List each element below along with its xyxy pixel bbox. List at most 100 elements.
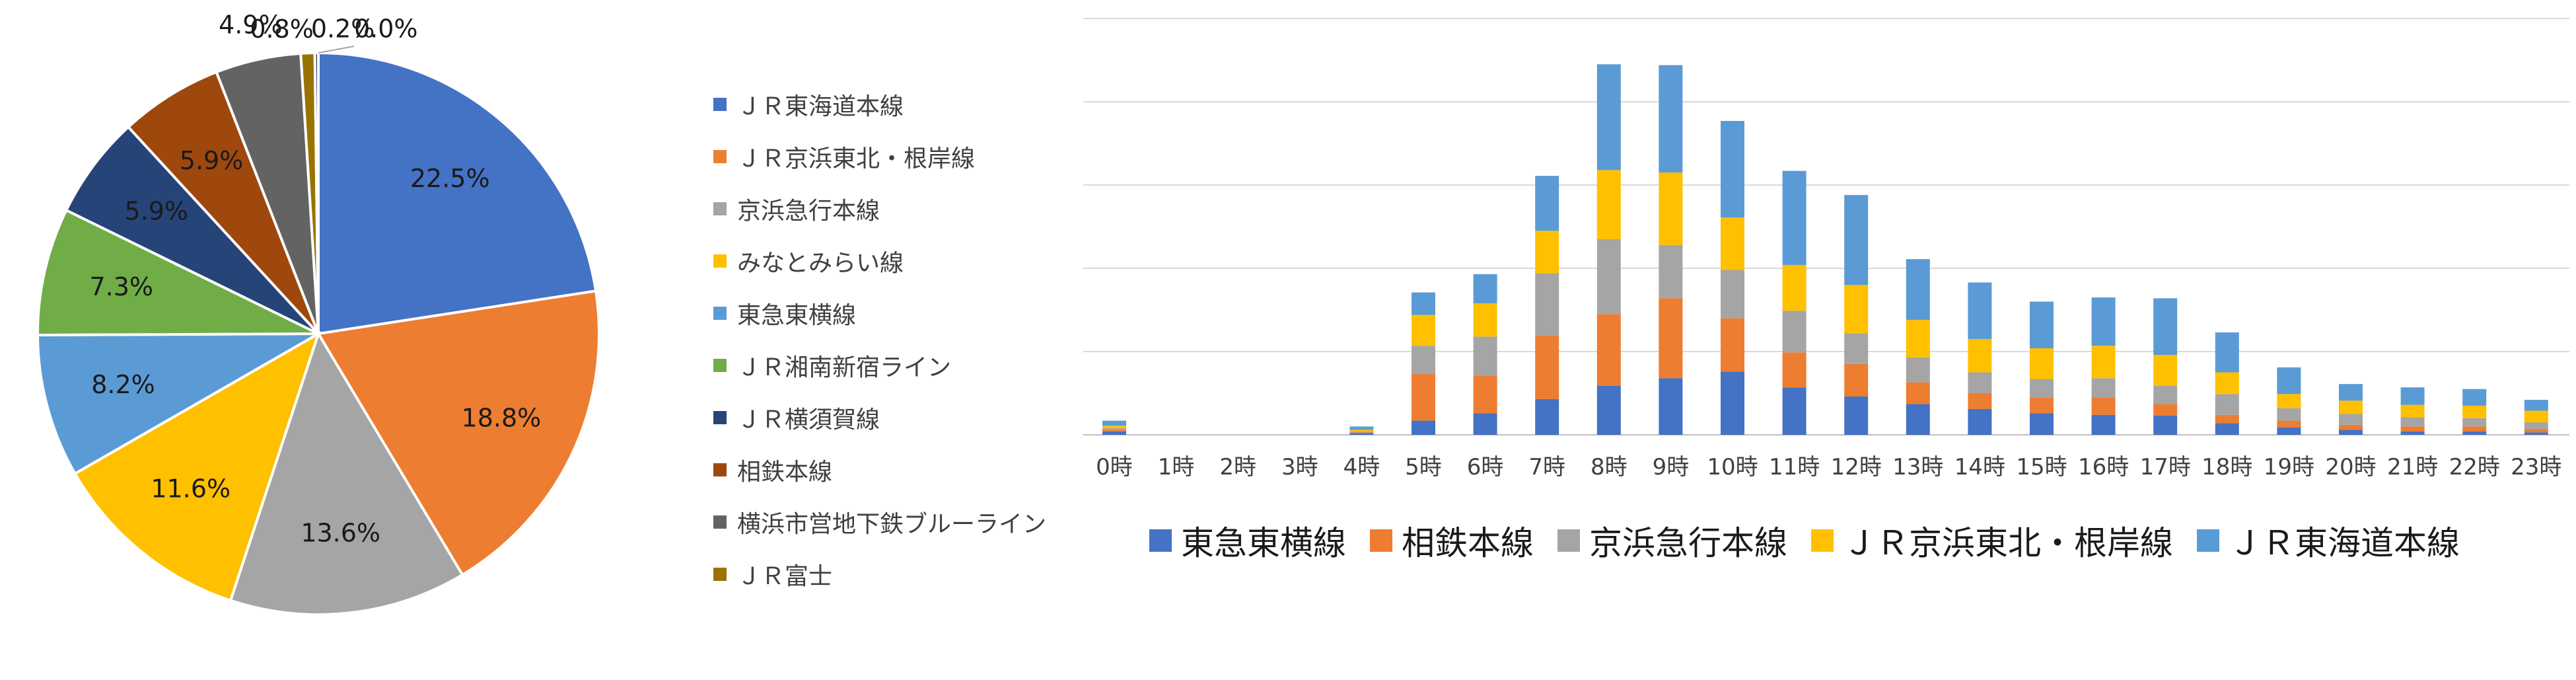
pie-data-label: 5.9% — [125, 196, 189, 225]
bar-segment — [2524, 410, 2548, 423]
pie-legend-item: ＪＲ横須賀線 — [713, 391, 1046, 443]
bar-segment — [1721, 120, 1744, 218]
bar-segment — [1721, 270, 1744, 319]
bar-segment — [1968, 339, 1992, 373]
bar-segment — [1968, 408, 1992, 435]
bar-segment — [1349, 433, 1374, 435]
bar-segment — [1412, 420, 1435, 435]
pie-leader-line — [318, 46, 355, 54]
pie-legend-swatch — [713, 410, 727, 424]
bar-segment — [2400, 431, 2425, 435]
x-tick-label: 1時 — [1158, 454, 1195, 480]
pie-legend-label: ＪＲ横須賀線 — [737, 406, 880, 434]
bar-segment — [2030, 397, 2054, 414]
bar-segment — [1412, 292, 1435, 315]
bar-segment — [2462, 389, 2487, 406]
bar-segment — [2091, 378, 2116, 398]
bar-segment — [1721, 217, 1744, 270]
pie-legend-item: ＪＲ富士 — [713, 548, 1046, 600]
pie-legend-item: ＪＲ湘南新宿ライン — [713, 339, 1046, 391]
bar-segment — [1102, 430, 1126, 432]
x-tick-label: 22時 — [2449, 454, 2500, 480]
pie-data-label: 4.9% — [219, 11, 283, 40]
bar-segment — [2215, 372, 2239, 395]
bar-segment — [2339, 400, 2363, 414]
bar-segment — [2339, 430, 2363, 435]
bar-segment — [1349, 432, 1374, 434]
bar-segment — [1473, 303, 1497, 337]
bar-segment — [1659, 298, 1683, 379]
bar-legend-item: 東急東横線 — [1149, 517, 1346, 564]
pie-legend-swatch — [713, 515, 727, 529]
bar-segment — [2153, 355, 2178, 386]
bar-segment — [1844, 397, 1869, 435]
bar-segment — [2153, 385, 2178, 404]
bar-segment — [1782, 352, 1807, 388]
pie-data-label: 7.3% — [89, 272, 153, 301]
bar-segment — [2277, 408, 2301, 421]
bar-segment — [2030, 379, 2054, 398]
bar-chart-panel: 0時 1時 2時 3時 4時 5時 6時 7時 8時 9時 10時 11時 12時 13時 14時 15時 16… — [1083, 0, 2576, 677]
bar-segment — [1844, 333, 1869, 364]
bar-segment — [2400, 404, 2425, 418]
pie-legend-label: ＪＲ富士 — [737, 562, 833, 590]
x-tick-label: 13時 — [1892, 454, 1943, 480]
bar-segment — [1906, 320, 1930, 358]
pie-legend-item: 相鉄本線 — [713, 443, 1046, 496]
bar-segment — [1102, 426, 1126, 428]
bar-segment — [1844, 195, 1869, 285]
bar-segment — [1535, 231, 1559, 274]
pie-chart-panel: 22.5% 18.8% 13.6% 11.6% 8.2% 7.3% 5.9% 5.9% 4.9%… — [0, 0, 1090, 677]
pie-data-label: 13.6% — [301, 519, 380, 548]
bar-segment — [2277, 420, 2301, 428]
pie-slice — [316, 289, 600, 577]
bar-segment — [1659, 172, 1683, 245]
bar-segment — [2524, 432, 2548, 435]
bar-legend-item: ＪＲ京浜東北・根岸線 — [1811, 517, 2173, 564]
pie-legend-swatch — [713, 97, 727, 111]
bar-segment — [2030, 413, 2054, 435]
bar-segment — [1473, 274, 1497, 303]
pie-legend-label: 東急東横線 — [737, 301, 857, 329]
bar-segment — [1968, 282, 1992, 340]
pie-data-label: 0.0% — [354, 15, 418, 44]
bar-segment — [1721, 371, 1744, 435]
bar-segment — [2030, 348, 2054, 379]
bar-segment — [2153, 298, 2178, 356]
bar-segment — [2400, 417, 2425, 427]
pie-legend-item: みなとみらい線 — [713, 235, 1046, 287]
pie-data-label: 8.2% — [91, 370, 155, 399]
bar-segment — [1535, 273, 1559, 336]
bar-segment — [1102, 431, 1126, 435]
bar-legend-swatch — [2197, 529, 2219, 552]
pie-legend-swatch — [713, 149, 727, 163]
pie-slice — [126, 70, 320, 335]
x-tick-label: 5時 — [1405, 454, 1442, 480]
bar-segment — [1412, 315, 1435, 346]
stacked-bar-chart: 0時 1時 2時 3時 4時 5時 6時 7時 8時 9時 10時 11時 12時 13時 14時 15時 16… — [1083, 18, 2569, 480]
bar-legend-swatch — [1149, 529, 1172, 552]
bar-segment — [1659, 245, 1683, 299]
bar-segment — [1412, 374, 1435, 421]
bar-segment — [2524, 400, 2548, 411]
pie-slice — [229, 330, 464, 616]
bar-segment — [1844, 363, 1869, 397]
bar-segment — [1782, 311, 1807, 353]
pie-legend-item: 横浜市営地下鉄ブルーライン — [713, 496, 1046, 548]
pie-legend-label: 横浜市営地下鉄ブルーライン — [737, 510, 1047, 538]
bar-segment — [2400, 426, 2425, 432]
bar-segment — [1906, 357, 1930, 383]
bar-segment — [1535, 176, 1559, 231]
x-tick-label: 16時 — [2078, 454, 2129, 480]
bar-segment — [1596, 239, 1621, 315]
pie-legend-swatch — [713, 306, 727, 320]
bar-segment — [1349, 426, 1374, 430]
x-tick-label: 0時 — [1096, 454, 1133, 480]
bar-legend-label: ＪＲ東海道本線 — [2229, 524, 2460, 562]
pie-slice — [36, 332, 324, 476]
bar-segment — [1968, 393, 1992, 409]
bar-legend-item: 京浜急行本線 — [1557, 517, 1787, 564]
bar-legend-swatch — [1557, 529, 1580, 552]
x-tick-label: 2時 — [1219, 454, 1256, 480]
bar-segment — [1349, 430, 1374, 432]
